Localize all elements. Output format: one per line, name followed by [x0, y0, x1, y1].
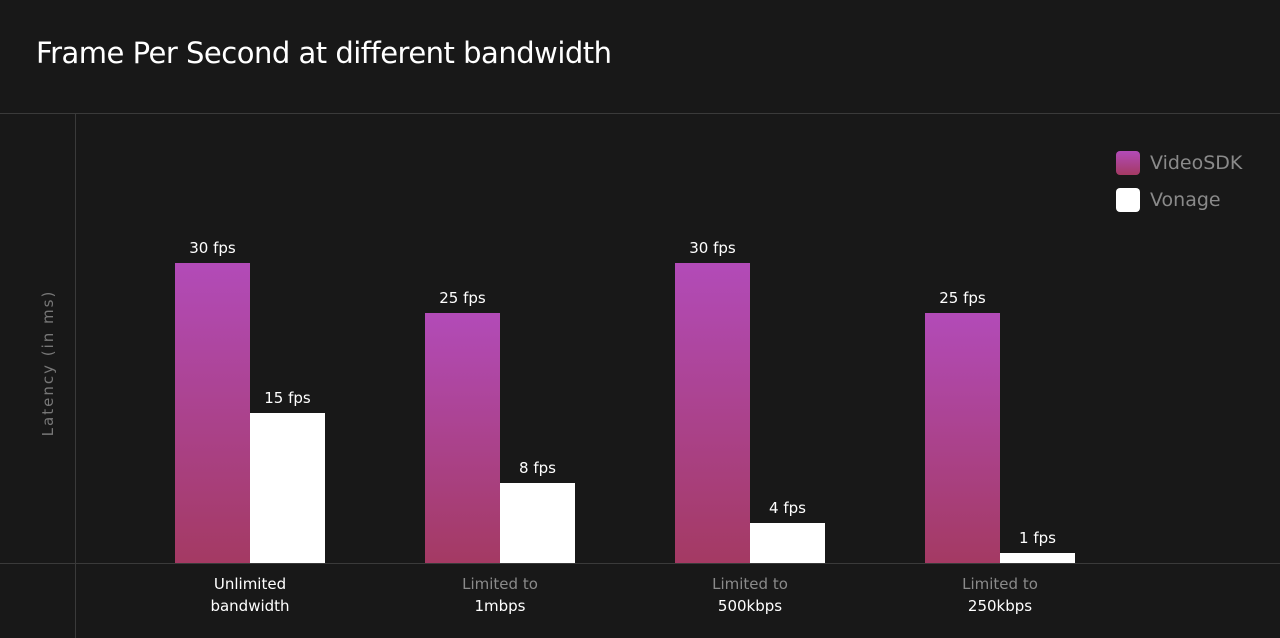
- bar-vonage-3: [1000, 553, 1075, 563]
- x-tick-label-line1: Unlimited: [213, 575, 287, 593]
- chart-title: Frame Per Second at different bandwidth: [36, 36, 612, 70]
- x-tick-label-0: Unlimited bandwidth: [150, 573, 350, 617]
- data-label-vonage-3: 1 fps: [1019, 529, 1056, 547]
- bar-vonage-2: [750, 523, 825, 563]
- legend-label-videosdk: VideoSDK: [1150, 152, 1243, 174]
- bar-videosdk-3: [925, 313, 1000, 563]
- x-tick-label-1: Limited to 1mbps: [400, 573, 600, 617]
- data-label-videosdk-0: 30 fps: [189, 239, 236, 257]
- x-axis-line: [0, 563, 1280, 564]
- x-tick-label-line1: Limited to: [712, 575, 788, 593]
- data-label-videosdk-2: 30 fps: [689, 239, 736, 257]
- bar-videosdk-2: [675, 263, 750, 563]
- legend-item-videosdk: VideoSDK: [1116, 150, 1242, 176]
- legend-label-vonage: Vonage: [1150, 189, 1221, 211]
- legend-swatch-vonage: [1116, 188, 1140, 212]
- x-tick-label-line2: 250kbps: [967, 597, 1033, 615]
- bar-videosdk-1: [425, 313, 500, 563]
- x-tick-label-line2: bandwidth: [210, 597, 290, 615]
- y-axis-line: [75, 113, 76, 638]
- data-label-vonage-2: 4 fps: [769, 499, 806, 517]
- data-label-vonage-1: 8 fps: [519, 459, 556, 477]
- bar-videosdk-0: [175, 263, 250, 563]
- x-tick-label-line1: Limited to: [462, 575, 538, 593]
- data-label-videosdk-3: 25 fps: [939, 289, 986, 307]
- legend-item-vonage: Vonage: [1116, 187, 1242, 213]
- x-tick-label-line2: 1mbps: [474, 597, 526, 615]
- bar-vonage-1: [500, 483, 575, 563]
- data-label-videosdk-1: 25 fps: [439, 289, 486, 307]
- legend-swatch-videosdk: [1116, 151, 1140, 175]
- x-tick-label-2: Limited to 500kbps: [650, 573, 850, 617]
- data-label-vonage-0: 15 fps: [264, 389, 311, 407]
- x-tick-label-line1: Limited to: [962, 575, 1038, 593]
- header-divider: [0, 113, 1280, 114]
- bar-vonage-0: [250, 413, 325, 563]
- x-tick-label-line2: 500kbps: [717, 597, 783, 615]
- legend: VideoSDK Vonage: [1116, 150, 1242, 224]
- x-tick-label-3: Limited to 250kbps: [900, 573, 1100, 617]
